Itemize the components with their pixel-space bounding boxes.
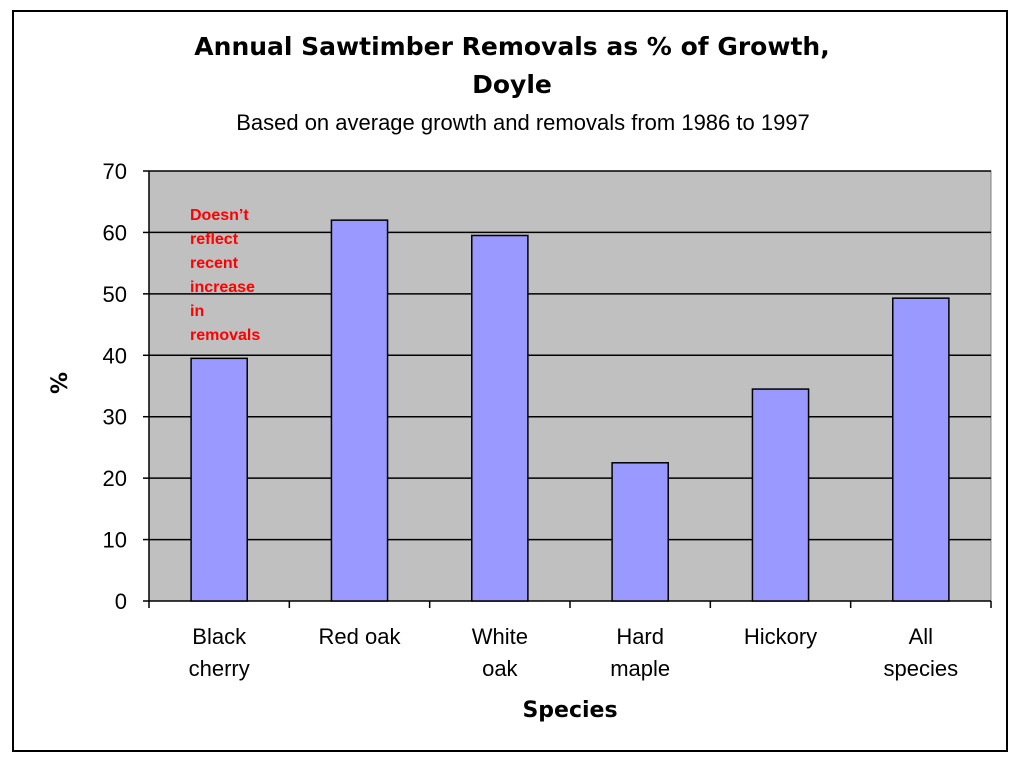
x-category-label: All xyxy=(909,624,933,649)
bar xyxy=(751,388,810,602)
x-category-label: Red oak xyxy=(319,624,402,649)
chart-frame xyxy=(12,10,1008,752)
plot-area xyxy=(148,170,992,602)
y-tick-label: 50 xyxy=(103,282,127,307)
x-category-label: White xyxy=(472,624,528,649)
x-category-label: Hard xyxy=(616,624,664,649)
x-category-label: cherry xyxy=(189,656,250,681)
chart-title-line-2: Doyle xyxy=(472,70,552,99)
bar xyxy=(611,462,669,602)
annotation-line: in xyxy=(190,303,205,320)
x-category-label: oak xyxy=(482,656,518,681)
chart-subtitle: Based on average growth and removals fro… xyxy=(236,110,810,135)
annotation-note: Doesn’t reflect recent increase in removals xyxy=(190,204,290,348)
annotation-line: removals xyxy=(190,327,261,344)
y-tick-label: 30 xyxy=(103,405,127,430)
x-axis-label: Species xyxy=(522,698,618,723)
x-category-label: Hickory xyxy=(744,624,817,649)
annotation-line: recent xyxy=(190,255,239,272)
x-category-label: Black xyxy=(192,624,247,649)
y-tick-label: 20 xyxy=(103,466,127,491)
bar xyxy=(330,219,389,602)
bar xyxy=(190,357,248,602)
x-category-label: maple xyxy=(610,656,670,681)
bar xyxy=(892,297,950,602)
annotation-line: Doesn’t xyxy=(190,207,249,224)
chart-title-line-1: Annual Sawtimber Removals as % of Growth… xyxy=(194,32,830,61)
chart-title: Annual Sawtimber Removals as % of Growth… xyxy=(0,28,1024,104)
x-category-label: species xyxy=(884,656,959,681)
annotation-line: reflect xyxy=(190,231,239,248)
y-tick-label: 70 xyxy=(103,159,127,184)
annotation-line: increase xyxy=(190,279,255,296)
y-tick-label: 10 xyxy=(103,528,127,553)
y-tick-label: 0 xyxy=(115,589,127,614)
y-tick-label: 40 xyxy=(103,343,127,368)
y-tick-label: 60 xyxy=(103,220,127,245)
bar xyxy=(471,234,529,602)
